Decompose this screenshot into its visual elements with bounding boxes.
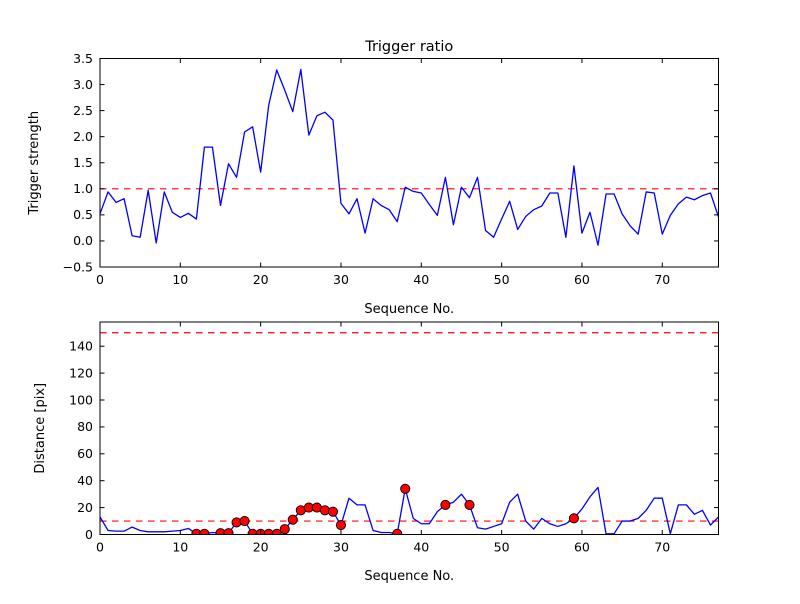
y-tick-label: 80 bbox=[77, 419, 93, 434]
y-tick-label: 3.0 bbox=[73, 77, 93, 92]
data-marker bbox=[335, 520, 347, 531]
y-tick-label: 1.0 bbox=[73, 181, 93, 196]
x-tick-label: 40 bbox=[413, 540, 429, 555]
y-tick-label: 20 bbox=[77, 500, 93, 515]
y-tick-label: 2.0 bbox=[73, 129, 93, 144]
x-tick-label: 70 bbox=[654, 540, 670, 555]
y-axis-label: Trigger strength bbox=[27, 111, 42, 216]
data-marker bbox=[464, 499, 475, 510]
data-marker bbox=[279, 524, 290, 535]
data-marker bbox=[287, 514, 298, 525]
series-line bbox=[100, 68, 719, 246]
chart-title: Trigger ratio bbox=[364, 39, 453, 55]
x-tick-label: 30 bbox=[333, 540, 349, 555]
x-tick-label: 50 bbox=[494, 540, 510, 555]
data-marker bbox=[239, 516, 250, 527]
axes-1: 0 10 20 30 40 50 60 70 −0.5 0.0 0.5 1.0 1.5 2.0 2.5 3.0… bbox=[27, 39, 719, 317]
data-marker bbox=[400, 483, 411, 494]
data-marker bbox=[440, 499, 451, 510]
data-marker bbox=[223, 528, 234, 535]
x-tick-label: 50 bbox=[494, 272, 510, 287]
data-marker bbox=[271, 528, 282, 535]
y-tick-label: 1.5 bbox=[73, 155, 93, 170]
data-marker bbox=[568, 513, 579, 524]
x-tick-label: 10 bbox=[172, 540, 188, 555]
y-tick-label: 0.0 bbox=[73, 233, 93, 248]
y-tick-label: 60 bbox=[77, 446, 93, 461]
x-axis-label: Sequence No. bbox=[364, 569, 454, 584]
y-tick-label: 2.5 bbox=[73, 103, 93, 118]
axes-frame bbox=[99, 321, 719, 535]
x-tick-label: 60 bbox=[574, 540, 590, 555]
x-tick-label: 70 bbox=[654, 272, 670, 287]
y-axis-label: Distance [pix] bbox=[33, 383, 48, 474]
y-tick-label: −0.5 bbox=[63, 259, 93, 274]
x-tick-label: 20 bbox=[253, 272, 269, 287]
axes-2: 0 10 20 30 40 50 60 70 0 20 40 60 80 100 120 140 Sequenc… bbox=[33, 321, 719, 584]
y-tick-label: 40 bbox=[77, 473, 93, 488]
data-marker bbox=[327, 506, 338, 517]
x-tick-label: 0 bbox=[96, 540, 104, 555]
x-tick-label: 60 bbox=[574, 272, 590, 287]
y-tick-label: 3.5 bbox=[73, 51, 93, 66]
axes-frame bbox=[99, 58, 719, 268]
x-axis-label: Sequence No. bbox=[364, 302, 454, 317]
y-tick-label: 0 bbox=[85, 527, 93, 542]
x-tick-label: 20 bbox=[253, 540, 269, 555]
y-tick-label: 140 bbox=[69, 339, 93, 354]
y-tick-label: 100 bbox=[69, 392, 93, 407]
x-tick-label: 30 bbox=[333, 272, 349, 287]
y-tick-label: 120 bbox=[69, 365, 93, 380]
y-tick-label: 0.5 bbox=[73, 207, 93, 222]
data-marker bbox=[392, 528, 403, 535]
x-tick-label: 0 bbox=[96, 272, 104, 287]
x-tick-label: 40 bbox=[413, 272, 429, 287]
data-marker bbox=[199, 528, 210, 535]
marker-group bbox=[191, 483, 579, 535]
x-tick-label: 10 bbox=[172, 272, 188, 287]
series-line bbox=[100, 486, 719, 535]
